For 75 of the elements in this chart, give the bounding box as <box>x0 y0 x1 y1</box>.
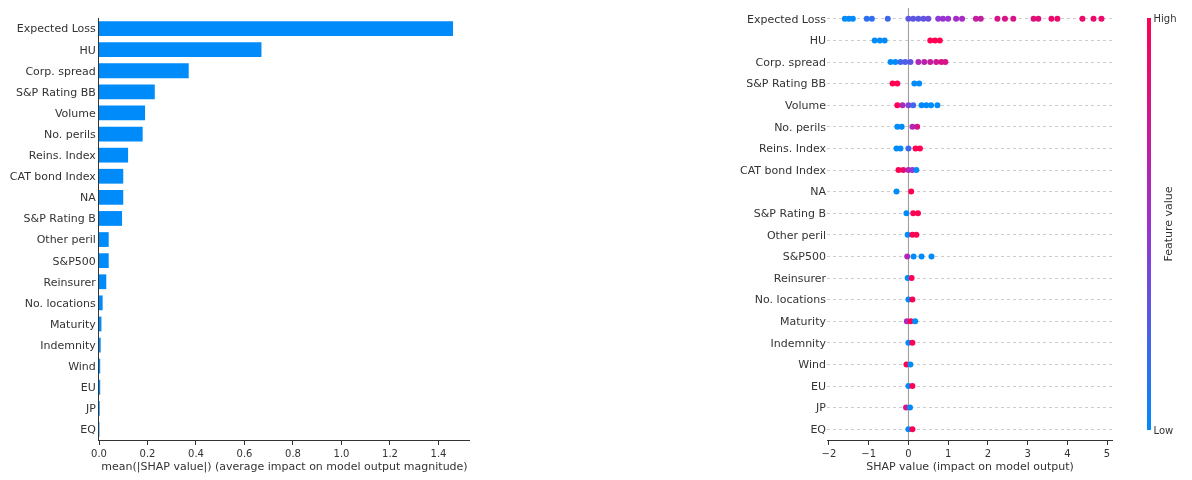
x-tick-label: 0.6 <box>236 448 253 459</box>
y-tick-label: Wind <box>68 360 96 373</box>
x-tick-label: −2 <box>821 448 837 459</box>
y-tick-label: Reinsurer <box>43 275 97 289</box>
y-tick-label: NA <box>80 191 97 205</box>
y-tick-label: CAT bond Index <box>9 170 97 184</box>
y-tick-label: CAT bond Index <box>739 163 827 177</box>
bar <box>99 232 109 247</box>
bar <box>99 105 146 121</box>
x-tick-label: 0.4 <box>188 448 204 459</box>
x-tick-label: 1.4 <box>430 448 447 459</box>
color-bar-label: Low <box>1153 424 1174 436</box>
y-tick-label: HU <box>79 43 96 57</box>
y-tick-label: S&P500 <box>52 254 96 268</box>
x-tick-label: 1 <box>944 448 952 459</box>
bar <box>99 274 107 290</box>
y-tick-label: EQ <box>80 423 97 437</box>
y-tick-label: Other peril <box>36 233 96 247</box>
bar <box>99 21 454 36</box>
y-tick-label: Reins. Index <box>759 142 827 156</box>
y-tick-label: Expected Loss <box>16 22 97 36</box>
x-tick-label: −1 <box>861 448 877 459</box>
y-tick-label: S&P Rating B <box>753 207 826 221</box>
x-tick-label: 2 <box>984 448 992 459</box>
y-tick-label: S&P500 <box>782 250 826 264</box>
y-tick-label: Maturity <box>49 317 97 331</box>
y-tick-label: Corp. spread <box>755 55 826 69</box>
bar <box>99 189 124 205</box>
y-tick-label: Other peril <box>766 228 826 242</box>
x-tick-label: 0.0 <box>91 448 107 459</box>
y-tick-label: JP <box>815 401 827 415</box>
x-tick-label: 0.8 <box>285 448 301 459</box>
y-tick-label: Wind <box>798 358 826 372</box>
y-tick-label: Volume <box>785 99 827 113</box>
y-tick-label: EQ <box>810 423 827 437</box>
bar <box>99 253 109 269</box>
bar <box>99 126 143 142</box>
y-tick-label: S&P Rating BB <box>746 77 826 91</box>
x-tick-label: 4 <box>1064 448 1071 459</box>
x-tick-label: 1.0 <box>333 448 350 459</box>
y-tick-label: S&P Rating BB <box>16 85 96 99</box>
x-tick-label: 5 <box>1103 448 1111 459</box>
y-tick-label: S&P Rating B <box>23 212 96 226</box>
bar <box>99 147 129 163</box>
x-tick-label: 3 <box>1024 448 1031 459</box>
y-tick-label: Volume <box>54 106 97 120</box>
y-tick-label: Expected Loss <box>747 12 827 26</box>
y-tick-label: No. locations <box>24 296 97 310</box>
y-tick-label: EU <box>80 381 96 395</box>
x-tick-label: 0 <box>905 448 912 459</box>
y-tick-label: Indemnity <box>770 336 827 350</box>
y-tick-label: Indemnity <box>40 338 97 352</box>
color-bar-title: Feature value <box>1161 186 1175 262</box>
bar <box>99 295 103 311</box>
x-axis-title: SHAP value (impact on model output) <box>866 460 1074 474</box>
bar <box>99 42 262 58</box>
y-tick-label: NA <box>810 185 827 199</box>
y-tick-label: Maturity <box>780 315 827 329</box>
y-tick-label: Reins. Index <box>28 149 97 162</box>
x-tick-label: 1.2 <box>382 448 398 459</box>
y-tick-label: HU <box>809 34 826 48</box>
y-tick-label: No. perils <box>43 127 97 141</box>
bar <box>99 63 189 79</box>
bar <box>99 84 155 100</box>
bar <box>99 168 124 184</box>
y-tick-label: JP <box>84 402 97 416</box>
y-tick-label: Reinsurer <box>773 271 827 285</box>
y-tick-label: No. locations <box>754 293 827 307</box>
y-tick-label: EU <box>810 379 826 393</box>
x-tick-label: 0.2 <box>139 448 156 459</box>
color-bar-label: High <box>1153 12 1177 24</box>
x-axis-title: mean(|SHAP value|) (average impact on model output magnitude) <box>101 460 468 474</box>
y-tick-label: No. perils <box>774 120 827 134</box>
bar <box>99 211 123 226</box>
y-tick-label: Corp. spread <box>25 64 96 78</box>
